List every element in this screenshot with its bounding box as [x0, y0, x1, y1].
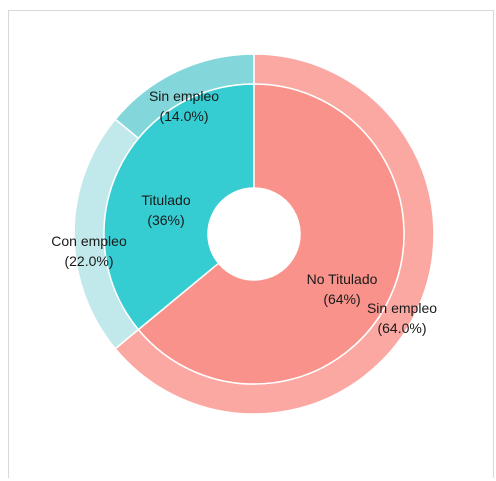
- outer-titulado-sin-empleo-pct: (14.0%): [159, 108, 208, 124]
- outer-titulado-con-empleo-label: Con empleo: [51, 233, 127, 249]
- inner-slice-no-titulado: [137, 83, 405, 385]
- outer-no-titulado-sin-empleo-label: Sin empleo: [367, 300, 437, 316]
- inner-no-titulado-pct: (64%): [323, 291, 360, 307]
- outer-ring: [73, 53, 435, 415]
- inner-titulado-pct: (36%): [147, 212, 184, 228]
- inner-ring: [103, 83, 405, 385]
- inner-slice-titulado: [103, 83, 255, 331]
- outer-titulado-sin-empleo-label: Sin empleo: [149, 88, 219, 104]
- inner-no-titulado-label: No Titulado: [307, 271, 378, 287]
- inner-titulado-label: Titulado: [141, 192, 191, 208]
- outer-no-titulado-sin-empleo-pct: (64.0%): [377, 320, 426, 336]
- labels: Titulado (36%) No Titulado (64%) Sin empleo (…: [51, 88, 437, 336]
- outer-titulado-con-empleo-pct: (22.0%): [64, 253, 113, 269]
